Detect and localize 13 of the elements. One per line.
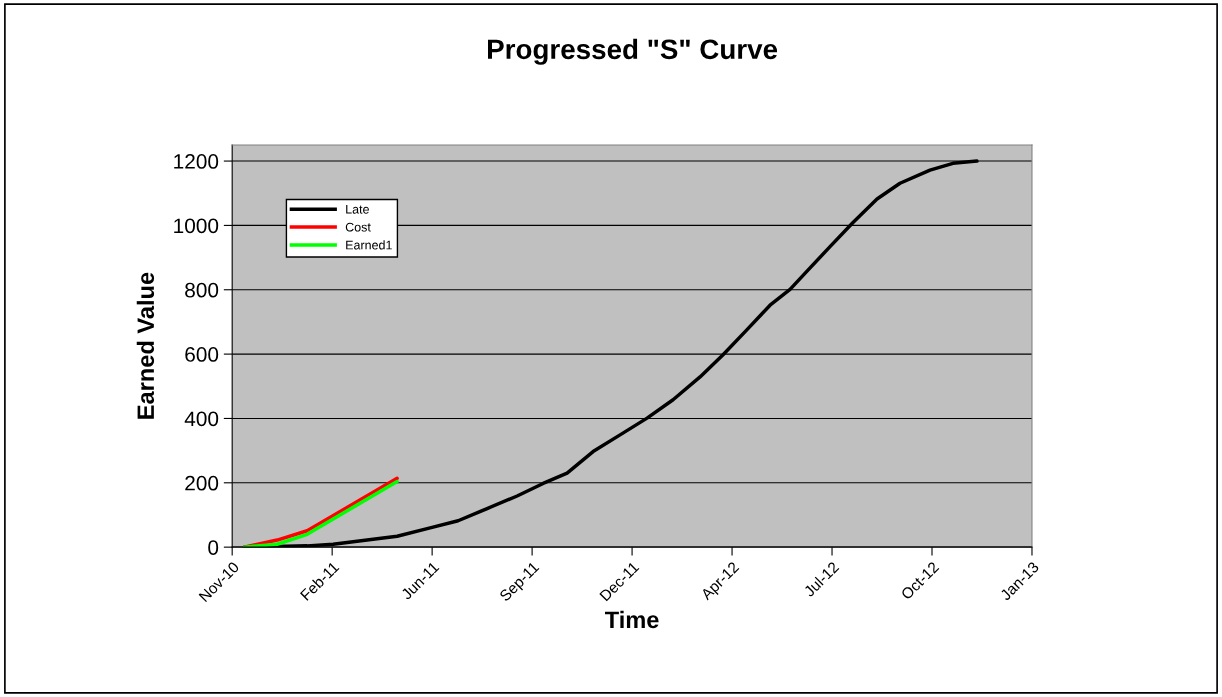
chart-title: Progressed "S" Curve <box>488 38 778 65</box>
legend-label: Earned1 <box>346 240 392 250</box>
y-tick-label: 1000 <box>174 218 219 234</box>
x-axis-title: Time <box>605 610 659 629</box>
y-tick-label: 200 <box>185 475 219 491</box>
legend-label: Late <box>346 204 369 214</box>
y-tick-label: 1200 <box>174 154 219 169</box>
y-tick-label: 600 <box>185 347 219 362</box>
legend-label: Cost <box>345 222 371 232</box>
y-axis-title: Earned Value <box>136 272 155 419</box>
y-tick-label: 400 <box>184 411 219 427</box>
y-tick-label: 800 <box>185 282 219 298</box>
y-tick-label: 0 <box>208 540 219 555</box>
